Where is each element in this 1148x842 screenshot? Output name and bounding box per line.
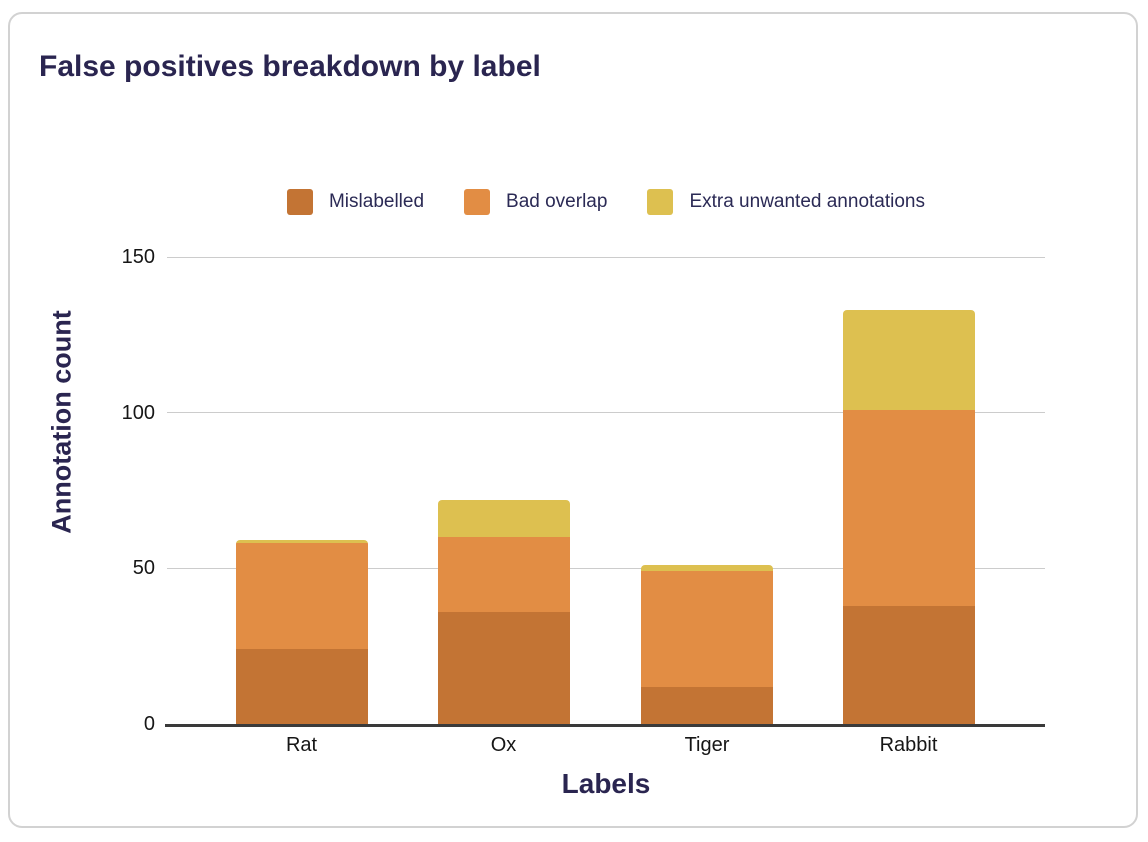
y-tick-label-50: 50 (132, 557, 155, 580)
y-tick-label-100: 100 (121, 401, 155, 424)
legend-label: Extra unwanted annotations (689, 191, 925, 212)
legend: Mislabelled Bad overlap Extra unwanted ann… (167, 189, 1045, 215)
chart-title: False positives breakdown by label (39, 50, 541, 83)
x-tick-label-rabbit: Rabbit (879, 734, 938, 756)
legend-label: Mislabelled (328, 191, 425, 212)
y-tick-label-150: 150 (121, 246, 155, 268)
gridline-100 (167, 412, 1045, 414)
bar-segment-tiger-mislabelled[interactable] (641, 686, 773, 724)
bar-rabbit[interactable] (842, 309, 975, 724)
legend-label: Bad overlap (506, 191, 608, 212)
x-tick-label-ox: Ox (490, 734, 517, 756)
legend-swatch-icon (647, 189, 674, 215)
bar-segment-tiger-extra-unwanted-annotations[interactable] (641, 565, 773, 572)
bar-segment-rat-extra-unwanted-annotations[interactable] (235, 540, 368, 544)
bar-segment-ox-extra-unwanted-annotations[interactable] (437, 499, 570, 538)
y-axis-title: Annotation count (46, 310, 77, 534)
y-tick-label-0: 0 (143, 713, 155, 735)
bar-segment-ox-mislabelled[interactable] (437, 611, 570, 724)
bar-segment-rat-mislabelled[interactable] (235, 649, 368, 724)
bar-segment-rabbit-mislabelled[interactable] (842, 605, 975, 724)
bar-segment-rabbit-extra-unwanted-annotations[interactable] (842, 309, 975, 410)
gridline-50 (167, 567, 1045, 569)
chart-card: False positives breakdown by label Misla… (8, 12, 1138, 828)
gridline-150 (167, 256, 1045, 258)
legend-swatch-icon (464, 189, 491, 215)
x-axis-title: Labels (561, 768, 651, 799)
bar-ox[interactable] (437, 499, 570, 724)
bar-rat[interactable] (235, 540, 368, 724)
x-tick-label-rat: Rat (285, 734, 318, 756)
bar-segment-rabbit-bad-overlap[interactable] (842, 409, 975, 606)
legend-item-extra-unwanted-annotations[interactable]: Extra unwanted annotations (647, 189, 925, 215)
legend-item-bad-overlap[interactable]: Bad overlap (464, 189, 607, 215)
legend-item-mislabelled[interactable]: Mislabelled (286, 189, 425, 215)
bar-tiger[interactable] (641, 565, 773, 724)
legend-swatch-icon (286, 189, 313, 215)
x-axis-line (165, 724, 1045, 727)
x-tick-label-tiger: Tiger (684, 734, 730, 756)
bar-segment-tiger-bad-overlap[interactable] (641, 571, 773, 687)
bar-segment-rat-bad-overlap[interactable] (235, 543, 368, 650)
bar-segment-ox-bad-overlap[interactable] (437, 537, 570, 612)
